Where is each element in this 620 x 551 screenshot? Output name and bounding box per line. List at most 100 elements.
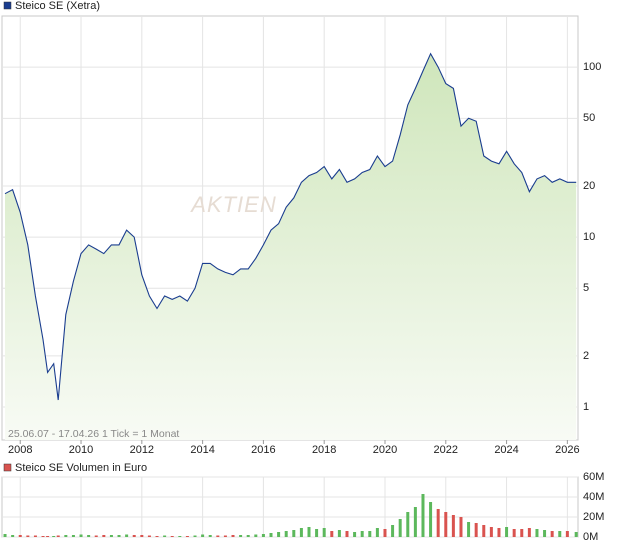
volume-bar: [315, 529, 319, 537]
volume-bar: [239, 535, 243, 537]
y-tick-label: 40M: [583, 491, 604, 503]
volume-bar: [421, 494, 425, 537]
volume-bar: [109, 535, 113, 537]
volume-bar: [231, 535, 235, 537]
volume-bar: [71, 535, 75, 537]
volume-bar: [155, 536, 159, 537]
volume-bar: [201, 534, 205, 537]
volume-bar: [459, 517, 463, 537]
volume-bar: [170, 536, 174, 537]
volume-bar: [269, 533, 273, 537]
volume-bar: [535, 529, 539, 537]
volume-bar: [565, 531, 569, 537]
volume-bar: [125, 534, 129, 537]
volume-bar: [391, 525, 395, 537]
volume-bar: [330, 531, 334, 537]
annotation: 25.06.07 - 17.04.26 1 Tick = 1 Monat: [8, 428, 179, 440]
volume-bar: [208, 535, 212, 537]
volume-bar: [102, 535, 106, 537]
y-tick-label: 60M: [583, 471, 604, 483]
volume-bar: [474, 523, 478, 537]
x-tick-label: 2026: [555, 444, 579, 456]
volume-bar: [193, 535, 197, 537]
volume-bar: [277, 532, 281, 537]
volume-bar: [353, 532, 357, 537]
x-tick-label: 2010: [69, 444, 93, 456]
volume-bar: [26, 535, 30, 537]
volume-bar: [307, 527, 311, 537]
volume-bar: [482, 525, 486, 537]
volume-bar: [284, 531, 288, 537]
volume-bar: [64, 535, 68, 537]
volume-bar: [52, 536, 56, 537]
x-tick-label: 2008: [8, 444, 32, 456]
volume-bar: [216, 535, 220, 537]
volume-bar: [46, 536, 50, 537]
legend-label: Steico SE Volumen in Euro: [15, 462, 147, 474]
x-tick-label: 2024: [494, 444, 518, 456]
volume-bar: [163, 535, 167, 537]
volume-bar: [497, 528, 501, 537]
volume-bar: [375, 528, 379, 537]
volume-bar: [185, 536, 189, 537]
y-tick-label: 10: [583, 231, 595, 243]
x-tick-label: 2016: [251, 444, 275, 456]
y-tick-label: 5: [583, 282, 589, 294]
volume-bar: [246, 535, 250, 537]
volume-bar: [436, 509, 440, 537]
legend-swatch: [3, 1, 12, 10]
volume-bar: [299, 528, 303, 537]
x-tick-label: 2014: [190, 444, 214, 456]
volume-bar: [360, 531, 364, 537]
volume-bar: [56, 535, 60, 537]
volume-bar: [489, 527, 493, 537]
volume-bar: [505, 527, 509, 537]
watermark: AKTIEN: [189, 192, 276, 217]
volume-bar: [444, 512, 448, 537]
volume-bar: [512, 529, 516, 537]
volume-bar: [527, 528, 531, 537]
y-tick-label: 50: [583, 112, 595, 124]
volume-bar: [261, 534, 265, 537]
legend-label: Steico SE (Xetra): [15, 0, 100, 12]
volume-bar: [3, 534, 7, 537]
y-tick-label: 1: [583, 401, 589, 413]
volume-bar: [33, 535, 37, 537]
volume-bar: [132, 535, 136, 537]
volume-bar: [574, 532, 578, 537]
volume-bar: [79, 534, 83, 537]
volume-bar: [398, 519, 402, 537]
volume-bar: [406, 512, 410, 537]
volume-bar: [94, 535, 98, 537]
area-fill: [5, 53, 577, 440]
volume-bar: [337, 530, 341, 537]
volume-bar: [11, 535, 15, 537]
x-tick-label: 2018: [312, 444, 336, 456]
x-tick-label: 2020: [373, 444, 397, 456]
y-tick-label: 2: [583, 350, 589, 362]
volume-bar: [292, 530, 296, 537]
volume-bar: [543, 530, 547, 537]
volume-bar: [117, 535, 121, 537]
volume-bar: [558, 531, 562, 537]
x-tick-label: 2022: [434, 444, 458, 456]
y-tick-label: 100: [583, 61, 601, 73]
y-tick-label: 0M: [583, 531, 598, 543]
volume-bar: [223, 535, 227, 537]
volume-bar: [322, 528, 326, 537]
volume-bar: [467, 522, 471, 537]
legend-swatch: [3, 463, 12, 472]
volume-bar: [520, 529, 524, 537]
x-tick-label: 2012: [130, 444, 154, 456]
volume-bar: [345, 531, 349, 537]
volume-bar: [451, 515, 455, 537]
y-tick-label: 20M: [583, 511, 604, 523]
volume-bar: [368, 531, 372, 537]
volume-bar: [147, 535, 151, 537]
volume-bar: [87, 535, 91, 537]
price-line: [4, 52, 577, 401]
y-tick-label: 20: [583, 180, 595, 192]
volume-bar: [178, 536, 182, 537]
volume-bar: [18, 535, 22, 537]
